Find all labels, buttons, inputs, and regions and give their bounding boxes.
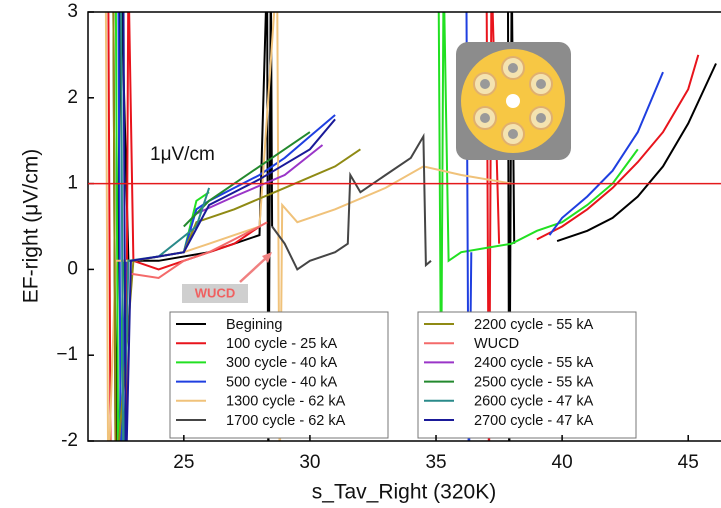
legend-label: 1700 cycle - 62 kA xyxy=(226,413,346,429)
y-tick-label: 3 xyxy=(67,1,78,22)
x-tick-label: 45 xyxy=(678,452,699,473)
x-tick-label: 30 xyxy=(299,452,320,473)
y-tick-label: 1 xyxy=(67,173,78,194)
x-tick-label: 40 xyxy=(552,452,573,473)
y-tick-label: −1 xyxy=(56,344,78,365)
y-tick-label: 0 xyxy=(67,258,78,279)
annotation-arrow xyxy=(240,258,266,282)
y-axis-label: EF-right (μV/cm) xyxy=(20,149,43,303)
legend-label: 2600 cycle - 47 kA xyxy=(474,394,594,410)
x-axis-label: s_Tav_Right (320K) xyxy=(312,481,496,504)
y-tick-label: 2 xyxy=(67,87,78,108)
x-tick-label: 25 xyxy=(173,452,194,473)
cable-icon xyxy=(456,42,571,160)
legend-label: 300 cycle - 40 kA xyxy=(226,355,338,371)
y-tick-label: -2 xyxy=(61,430,78,451)
legend-label: 2500 cycle - 55 kA xyxy=(474,374,594,390)
legend-label: 2200 cycle - 55 kA xyxy=(474,317,594,333)
legend-label: WUCD xyxy=(474,336,519,352)
legend-label: 1300 cycle - 62 kA xyxy=(226,394,346,410)
legend-label: 2400 cycle - 55 kA xyxy=(474,355,594,371)
legend-label: 2700 cycle - 47 kA xyxy=(474,413,594,429)
legend-label: 100 cycle - 25 kA xyxy=(226,336,338,352)
annotation: 1μV/cm xyxy=(150,144,215,165)
chart: 1μV/cm WUCD s_Tav_Right (320K) EF-right … xyxy=(0,0,721,508)
x-tick-label: 35 xyxy=(425,452,446,473)
legend-label: Begining xyxy=(226,317,282,333)
legend-label: 500 cycle - 40 kA xyxy=(226,374,338,390)
annotation: WUCD xyxy=(195,285,235,300)
